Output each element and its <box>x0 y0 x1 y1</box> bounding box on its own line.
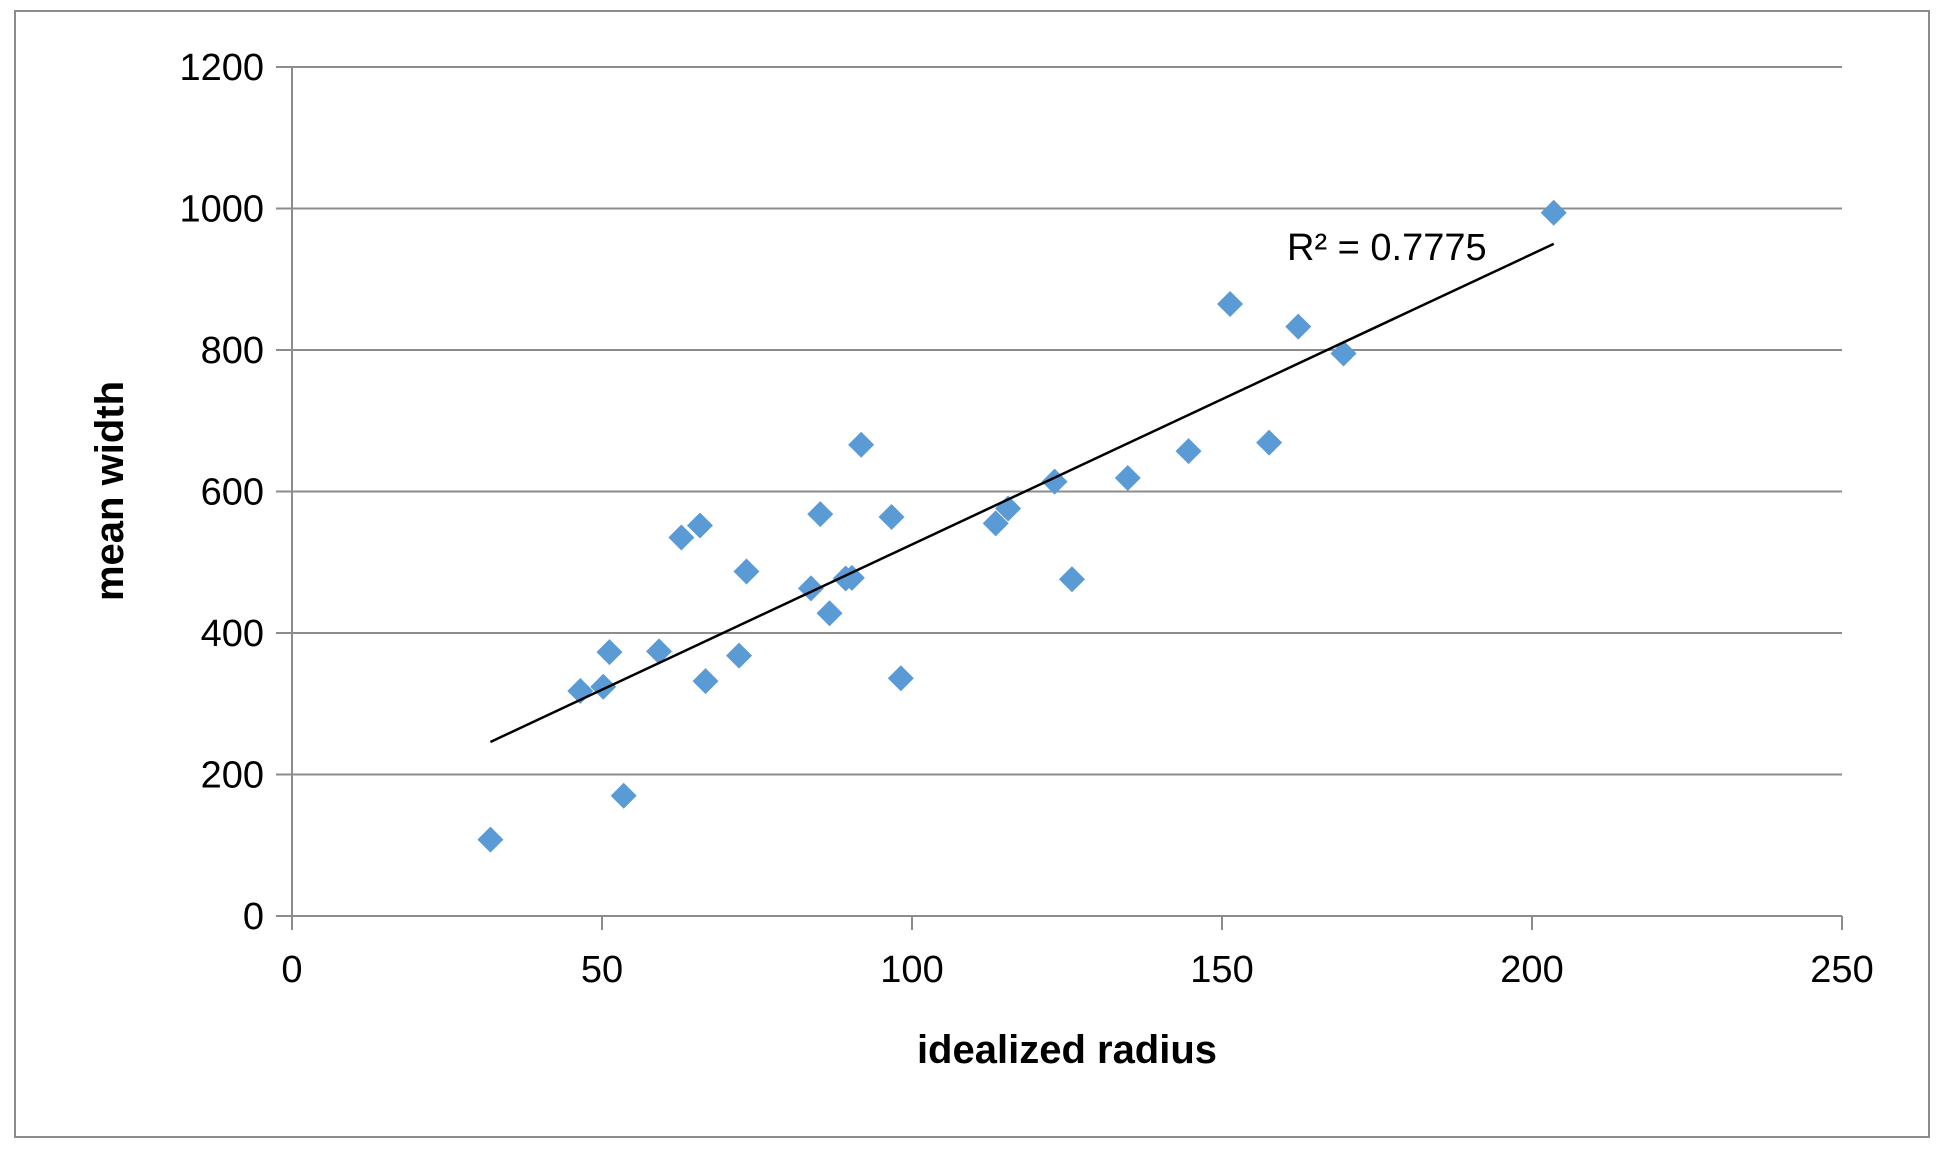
data-point <box>596 639 623 666</box>
data-point <box>807 501 834 528</box>
data-point <box>1114 465 1141 492</box>
data-point <box>692 668 719 695</box>
data-point <box>1256 429 1283 456</box>
y-tick-label: 0 <box>243 896 264 938</box>
x-tick-label: 150 <box>1190 949 1253 991</box>
data-point <box>646 638 673 665</box>
data-point <box>726 642 753 669</box>
data-point <box>686 512 713 539</box>
data-point <box>878 503 905 530</box>
x-tick-label: 0 <box>281 949 302 991</box>
axes <box>291 67 1842 917</box>
data-point <box>1540 199 1567 226</box>
data-point <box>668 524 695 551</box>
data-point <box>1217 291 1244 318</box>
y-tick-label: 1200 <box>179 47 264 89</box>
data-point <box>1058 566 1085 593</box>
y-axis-title: mean width <box>88 381 132 601</box>
x-tick-label: 200 <box>1500 949 1563 991</box>
data-points <box>477 199 1567 853</box>
data-point <box>1330 340 1357 367</box>
x-axis-title: idealized radius <box>917 1028 1217 1072</box>
y-tick-label: 400 <box>201 613 264 655</box>
chart-frame <box>14 10 1930 1138</box>
data-point <box>816 600 843 627</box>
data-point <box>838 564 865 591</box>
x-tick-label: 100 <box>880 949 943 991</box>
y-tick-label: 200 <box>201 755 264 797</box>
data-point <box>590 673 617 700</box>
gridlines <box>276 66 1842 917</box>
r-squared-annotation: R² = 0.7775 <box>1287 227 1487 269</box>
data-point <box>477 826 504 853</box>
data-point <box>733 558 760 585</box>
data-point <box>982 510 1009 537</box>
data-point <box>1285 313 1312 340</box>
data-point <box>1175 438 1202 465</box>
y-tick-label: 800 <box>201 330 264 372</box>
data-point <box>887 665 914 692</box>
data-point <box>848 431 875 458</box>
y-tick-label: 600 <box>201 472 264 514</box>
y-axis-ticks: 0 200 400 600 800 1000 1200 <box>179 47 264 938</box>
y-tick-label: 1000 <box>179 189 264 231</box>
data-point <box>610 782 637 809</box>
x-tick-label: 50 <box>581 949 623 991</box>
x-axis-ticks: 0 50 100 150 200 250 <box>281 916 1874 991</box>
x-tick-label: 250 <box>1810 949 1873 991</box>
trendline <box>489 242 1555 744</box>
